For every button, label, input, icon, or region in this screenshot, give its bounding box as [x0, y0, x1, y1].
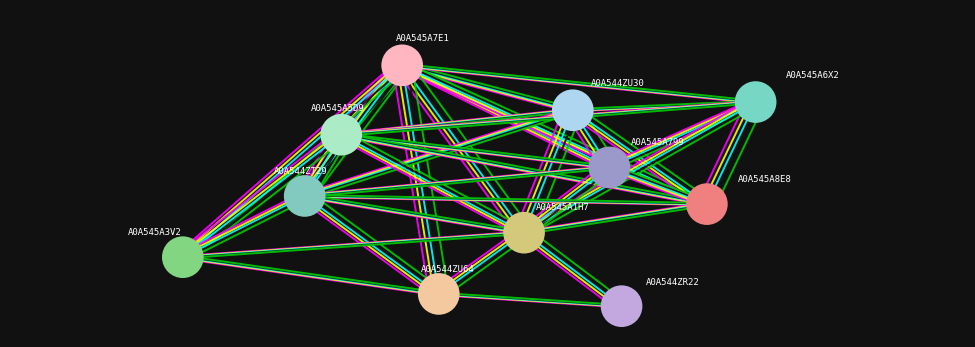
- Point: [614, 303, 630, 309]
- Point: [333, 132, 349, 137]
- Text: A0A545A7E1: A0A545A7E1: [396, 34, 449, 43]
- Text: A0A545A3V2: A0A545A3V2: [128, 228, 181, 237]
- Text: A0A545A799: A0A545A799: [632, 138, 685, 147]
- Text: A0A544ZU64: A0A544ZU64: [420, 264, 474, 273]
- Point: [602, 164, 617, 170]
- Text: A0A544ZT29: A0A544ZT29: [274, 167, 328, 176]
- Text: A0A544ZU30: A0A544ZU30: [591, 79, 644, 88]
- Text: A0A545A5D9: A0A545A5D9: [311, 104, 365, 113]
- Text: A0A545A8E8: A0A545A8E8: [737, 175, 791, 184]
- Point: [565, 108, 580, 113]
- Point: [296, 193, 312, 199]
- Point: [431, 291, 447, 297]
- Text: A0A545A6X2: A0A545A6X2: [786, 70, 839, 79]
- Text: A0A544ZR22: A0A544ZR22: [645, 278, 700, 287]
- Text: A0A545A1H7: A0A545A1H7: [536, 203, 590, 212]
- Point: [748, 99, 763, 105]
- Point: [699, 201, 715, 207]
- Point: [176, 254, 191, 260]
- Point: [394, 62, 410, 68]
- Point: [517, 230, 532, 236]
